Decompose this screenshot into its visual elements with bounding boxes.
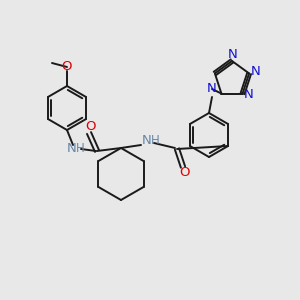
- Text: N: N: [228, 47, 238, 61]
- Text: N: N: [251, 65, 261, 78]
- Text: O: O: [85, 121, 95, 134]
- Text: H: H: [151, 134, 159, 146]
- Text: N: N: [142, 134, 152, 146]
- Text: N: N: [207, 82, 217, 95]
- Text: O: O: [180, 167, 190, 179]
- Text: N: N: [244, 88, 254, 101]
- Text: N: N: [67, 142, 77, 155]
- Text: H: H: [76, 142, 84, 155]
- Text: O: O: [62, 59, 72, 73]
